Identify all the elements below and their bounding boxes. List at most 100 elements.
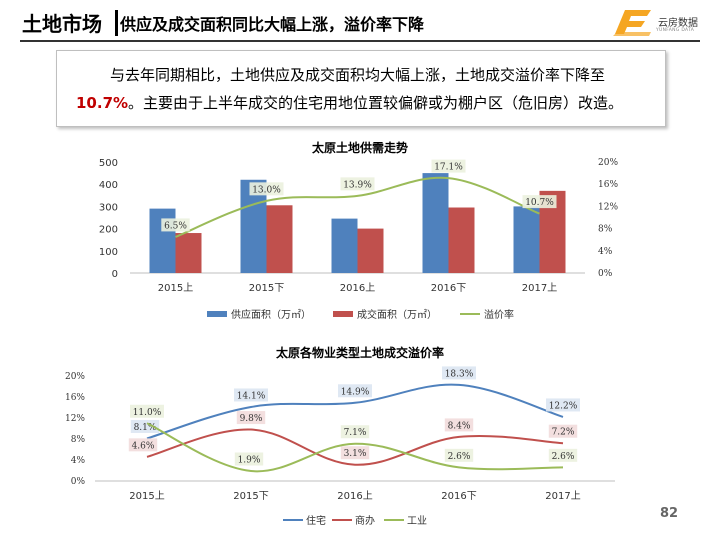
commercial-data-label: 8.4% [448,421,471,431]
logo-subtext: YUNFANG DATA [656,28,695,33]
legend-supply-label: 供应面积（万㎡） [231,308,311,321]
summary-line-1: 与去年同期相比，土地供应及成交面积均大幅上涨，土地成交溢价率下降至 [110,66,606,84]
chart1-xtick: 2015下 [249,283,284,294]
residential-data-label: 14.1% [237,391,266,401]
premium-data-label: 13.0% [252,185,281,195]
chart2-title: 太原各物业类型土地成交溢价率 [276,345,444,360]
chart2-xtick: 2015下 [233,491,268,502]
summary-box [56,50,666,127]
commercial-data-label: 7.2% [552,428,575,438]
chart2-ytick: 8% [71,435,86,445]
page-title: 土地市场 [22,12,102,36]
commercial-data-label-bg [548,424,578,438]
deal-bar [357,228,384,273]
industrial-data-label-bg [234,452,264,466]
commercial-data-label: 9.8% [240,414,263,424]
industrial-line [146,422,564,473]
page-subtitle: 供应及成交面积同比大幅上涨，溢价率下降 [120,15,425,34]
supply-bar [331,218,358,273]
residential-data-label: 18.3% [445,369,474,379]
supply-bar [513,206,540,273]
commercial-line [146,428,564,466]
chart1-xtick: 2017上 [522,282,557,294]
premium-data-label-bg [249,182,284,196]
residential-data-label: 14.9% [341,387,370,397]
commercial-data-label-bg [340,446,370,460]
supply-bar [149,208,176,273]
premium-data-label-bg [522,195,557,209]
industrial-data-label: 2.6% [448,452,471,462]
legend-industrial-label: 工业 [407,515,427,527]
chart1-ytick: 0 [112,269,118,280]
deal-bar [175,233,202,273]
premium-data-label: 17.1% [434,163,463,173]
chart1-ytick: 300 [99,202,118,213]
chart2-ytick: 20% [65,372,85,382]
chart2-ytick: 4% [71,456,86,466]
industrial-data-label-bg [444,448,474,462]
premium-data-label: 13.9% [343,180,372,190]
chart1-ytick: 100 [99,247,118,258]
header-rule [20,40,700,42]
premium-line [175,176,540,238]
chart1-title: 太原土地供需走势 [312,140,408,155]
residential-data-label: 8.1% [134,423,157,433]
legend-supply-swatch [207,311,227,317]
supply-bar [422,173,449,273]
chart1-xtick: 2016上 [340,282,375,294]
commercial-data-label-bg [444,418,474,432]
chart2-ytick: 12% [65,414,85,424]
industrial-data-label: 1.9% [238,456,261,466]
industrial-data-label: 7.1% [344,428,367,438]
summary-highlight: 10.7% [76,94,129,112]
industrial-data-label-bg [130,404,164,418]
summary-line-2-rest: 。主要由于上半年成交的住宅用地位置较偏僻或为棚户区（危旧房）改造。 [128,94,624,112]
deal-bar [266,205,293,273]
residential-data-label-bg [546,398,580,412]
legend-deal-label: 成交面积（万㎡） [357,308,437,321]
industrial-data-label-bg [340,425,370,439]
chart1-xtick: 2015上 [158,282,193,294]
commercial-data-label-bg [236,411,266,425]
title-separator [115,10,118,36]
chart1-y2tick: 8% [598,225,613,235]
legend-deal-swatch [333,311,353,317]
logo-icon [613,10,651,36]
residential-data-label-bg [442,366,476,380]
chart2-xtick: 2015上 [129,490,164,502]
premium-data-label-bg [161,218,190,232]
industrial-data-label-bg [548,448,578,462]
premium-data-label-bg [431,159,466,173]
premium-data-label: 6.5% [164,221,187,231]
chart1-y2tick: 20% [598,158,618,168]
chart1-y2tick: 4% [598,247,613,257]
chart1-xtick: 2016下 [431,283,466,294]
residential-data-label: 12.2% [549,401,578,411]
residential-line [146,383,564,440]
chart1-y2tick: 0% [598,269,613,279]
residential-data-label-bg [234,388,268,402]
chart1-y2tick: 12% [598,202,618,212]
legend-residential-label: 住宅 [306,514,326,527]
commercial-data-label: 3.1% [344,449,367,459]
summary-line-2: 10.7%。主要由于上半年成交的住宅用地位置较偏僻或为棚户区（危旧房）改造。 [76,92,623,113]
commercial-data-label: 4.6% [132,441,155,451]
chart1-ytick: 400 [99,180,118,191]
chart2-xtick: 2016下 [441,491,476,502]
deal-bar [448,207,475,273]
premium-data-label: 10.7% [525,198,554,208]
residential-data-label-bg [130,419,160,433]
chart1-ytick: 200 [99,225,118,236]
logo-text: 云房数据 [658,18,698,29]
chart2-ytick: 0% [71,477,86,487]
page-number: 82 [660,506,679,521]
residential-data-label-bg [338,384,372,398]
premium-data-label-bg [340,177,375,191]
chart2-xtick: 2016上 [337,490,372,502]
commercial-data-label-bg [128,438,158,452]
legend-premium-label: 溢价率 [484,308,514,321]
chart1-ytick: 500 [99,158,118,169]
legend-commercial-label: 商办 [355,514,375,527]
industrial-data-label: 11.0% [133,408,162,418]
